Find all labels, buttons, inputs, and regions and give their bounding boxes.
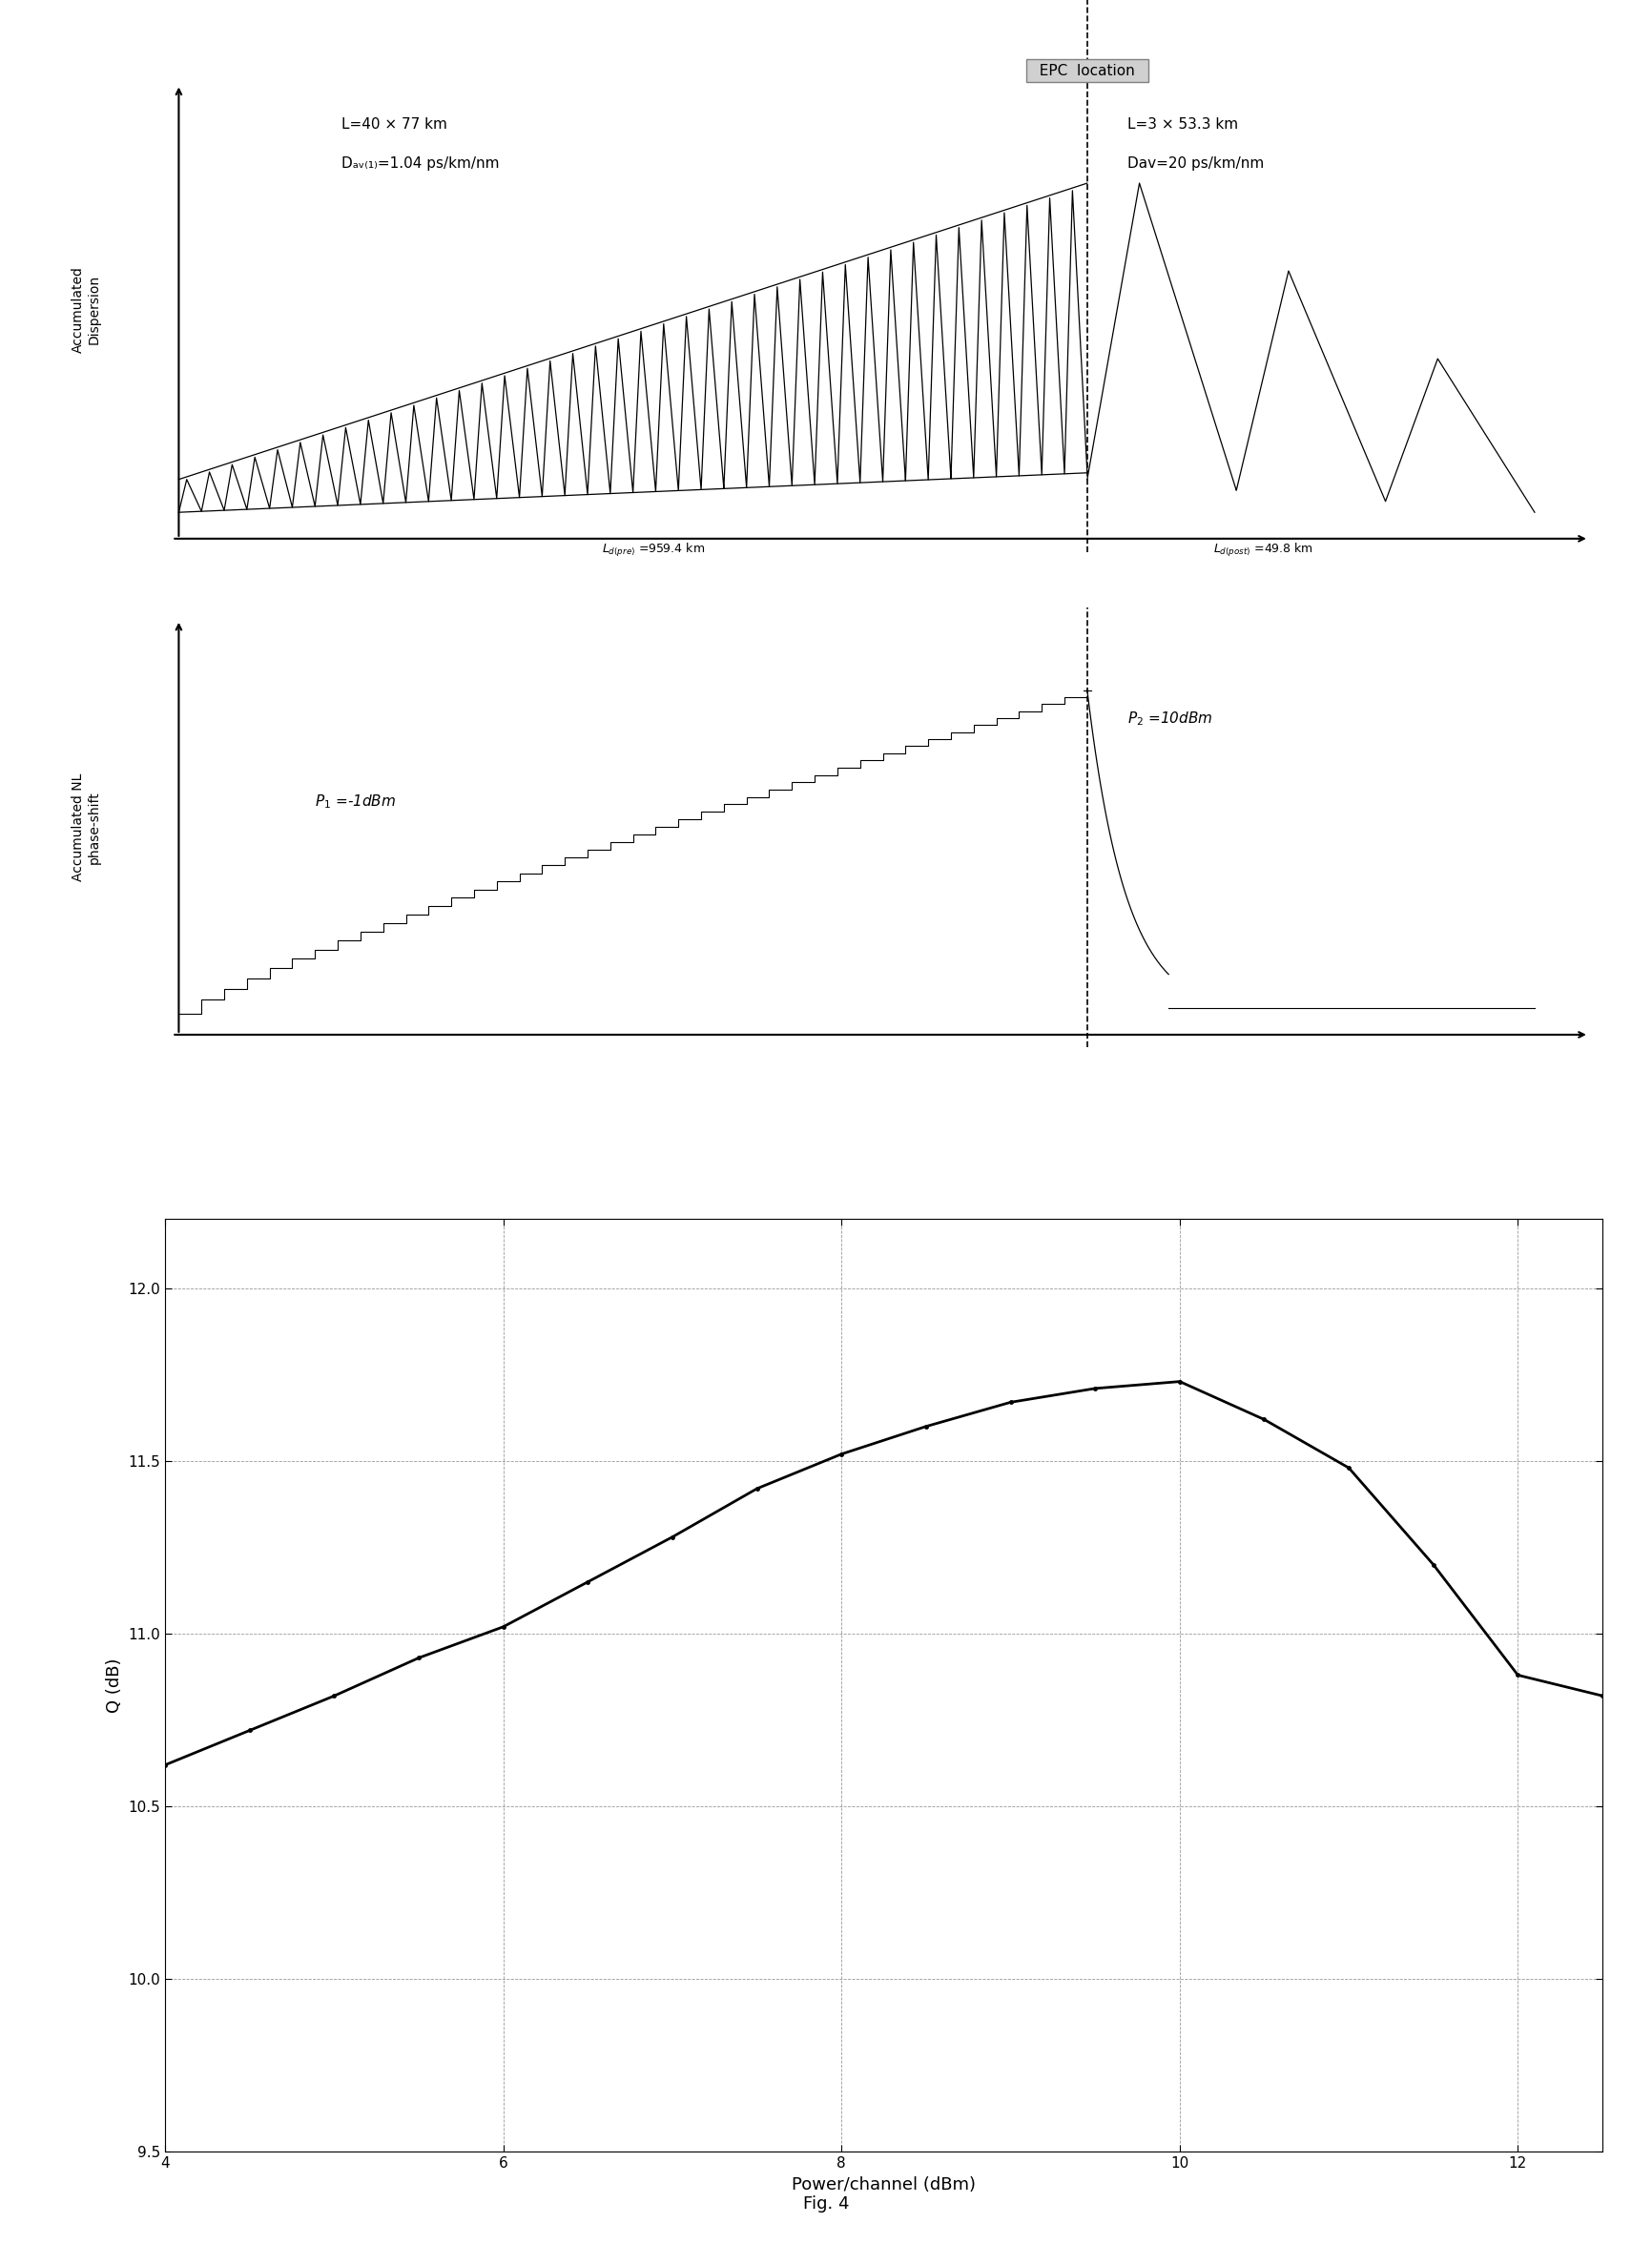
Text: EPC  location: EPC location [1031, 63, 1145, 77]
Text: L=40 × 77 km: L=40 × 77 km [342, 118, 448, 131]
Text: Dav=20 ps/km/nm: Dav=20 ps/km/nm [1128, 156, 1264, 172]
Text: Accumulated NL
phase-shift: Accumulated NL phase-shift [71, 772, 101, 881]
Text: Fig. 4: Fig. 4 [803, 2195, 849, 2213]
Text: Dₐᵥ₍₁₎=1.04 ps/km/nm: Dₐᵥ₍₁₎=1.04 ps/km/nm [342, 156, 499, 172]
Text: L=3 × 53.3 km: L=3 × 53.3 km [1128, 118, 1239, 131]
Text: $P_1$ =-1dBm: $P_1$ =-1dBm [314, 793, 395, 811]
Text: Accumulated
Dispersion: Accumulated Dispersion [71, 267, 101, 353]
Text: $L_{d(pre)}$ =959.4 km: $L_{d(pre)}$ =959.4 km [601, 541, 705, 559]
Text: $L_{d(post)}$ =49.8 km: $L_{d(post)}$ =49.8 km [1214, 541, 1313, 559]
Text: $P_2$ =10dBm: $P_2$ =10dBm [1128, 711, 1213, 727]
Y-axis label: Q (dB): Q (dB) [106, 1658, 122, 1712]
X-axis label: Power/channel (dBm): Power/channel (dBm) [791, 2177, 976, 2193]
